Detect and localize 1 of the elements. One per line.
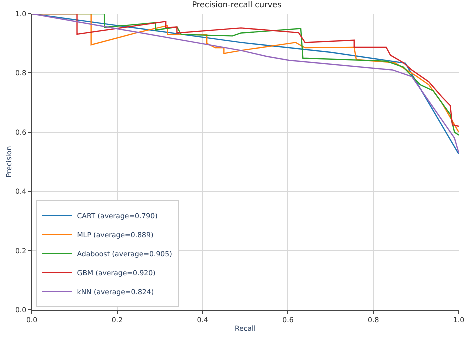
chart-title: Precision-recall curves xyxy=(192,0,282,10)
